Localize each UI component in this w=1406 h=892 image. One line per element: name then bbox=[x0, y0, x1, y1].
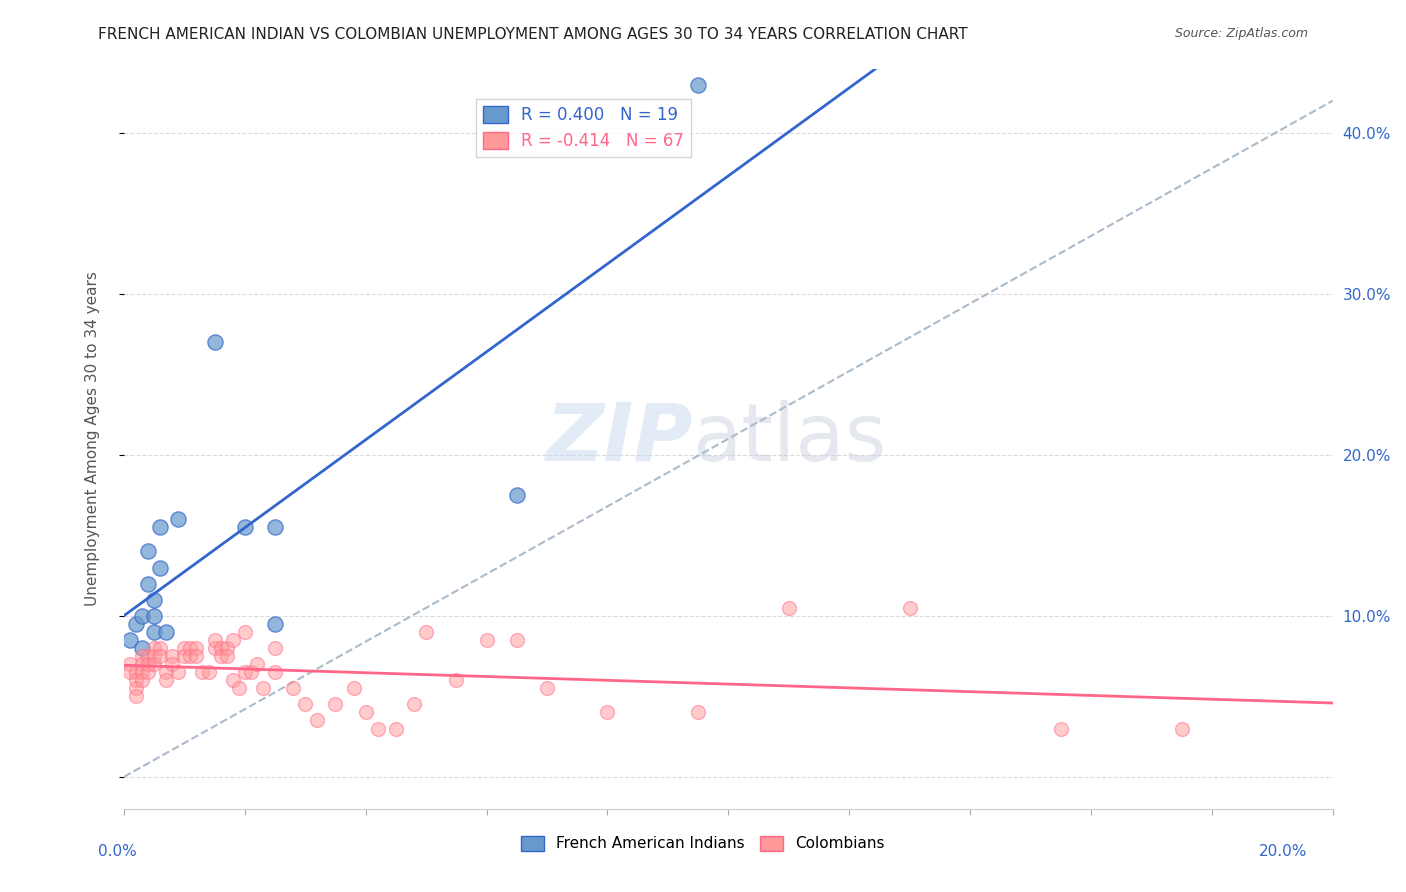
Colombians bbox=[215, 640, 238, 655]
Colombians bbox=[264, 640, 287, 655]
French American Indians bbox=[264, 520, 287, 534]
French American Indians bbox=[143, 608, 166, 623]
Colombians bbox=[125, 690, 148, 704]
Colombians bbox=[415, 624, 437, 639]
Colombians bbox=[143, 640, 166, 655]
Colombians bbox=[162, 657, 184, 672]
Colombians bbox=[252, 681, 274, 696]
Colombians bbox=[125, 673, 148, 688]
Colombians bbox=[325, 698, 347, 712]
Colombians bbox=[162, 649, 184, 664]
Colombians bbox=[367, 722, 389, 736]
Colombians bbox=[402, 698, 425, 712]
Text: Source: ZipAtlas.com: Source: ZipAtlas.com bbox=[1174, 27, 1308, 40]
Colombians bbox=[131, 673, 153, 688]
French American Indians bbox=[136, 576, 159, 591]
Colombians bbox=[179, 649, 201, 664]
Colombians bbox=[778, 600, 800, 615]
Colombians bbox=[186, 640, 208, 655]
Colombians bbox=[173, 649, 195, 664]
Colombians bbox=[596, 706, 619, 720]
Colombians bbox=[1049, 722, 1071, 736]
Text: FRENCH AMERICAN INDIAN VS COLOMBIAN UNEMPLOYMENT AMONG AGES 30 TO 34 YEARS CORRE: FRENCH AMERICAN INDIAN VS COLOMBIAN UNEM… bbox=[98, 27, 969, 42]
Text: 20.0%: 20.0% bbox=[1260, 845, 1308, 859]
Colombians bbox=[446, 673, 468, 688]
French American Indians bbox=[155, 624, 177, 639]
Colombians bbox=[209, 640, 232, 655]
Colombians bbox=[136, 657, 159, 672]
Colombians bbox=[149, 640, 172, 655]
Colombians bbox=[149, 649, 172, 664]
Text: 0.0%: 0.0% bbox=[98, 845, 138, 859]
Colombians bbox=[536, 681, 558, 696]
Colombians bbox=[283, 681, 305, 696]
Colombians bbox=[155, 673, 177, 688]
Colombians bbox=[209, 649, 232, 664]
French American Indians bbox=[143, 592, 166, 607]
French American Indians bbox=[149, 560, 172, 574]
French American Indians bbox=[143, 624, 166, 639]
French American Indians bbox=[118, 632, 141, 647]
Colombians bbox=[143, 649, 166, 664]
Colombians bbox=[246, 657, 269, 672]
Colombians bbox=[204, 640, 226, 655]
Colombians bbox=[233, 665, 256, 680]
Colombians bbox=[179, 640, 201, 655]
Colombians bbox=[688, 706, 710, 720]
Colombians bbox=[239, 665, 262, 680]
French American Indians bbox=[204, 335, 226, 350]
Colombians bbox=[294, 698, 316, 712]
French American Indians bbox=[131, 640, 153, 655]
French American Indians bbox=[506, 488, 529, 502]
Colombians bbox=[118, 657, 141, 672]
Colombians bbox=[228, 681, 250, 696]
Colombians bbox=[506, 632, 529, 647]
Colombians bbox=[191, 665, 214, 680]
Y-axis label: Unemployment Among Ages 30 to 34 years: Unemployment Among Ages 30 to 34 years bbox=[86, 271, 100, 607]
Colombians bbox=[197, 665, 219, 680]
Colombians bbox=[143, 657, 166, 672]
Legend: R = 0.400   N = 19, R = -0.414   N = 67: R = 0.400 N = 19, R = -0.414 N = 67 bbox=[477, 99, 690, 157]
Colombians bbox=[125, 665, 148, 680]
Colombians bbox=[233, 624, 256, 639]
Colombians bbox=[131, 665, 153, 680]
Legend: French American Indians, Colombians: French American Indians, Colombians bbox=[515, 830, 891, 857]
French American Indians bbox=[125, 616, 148, 631]
French American Indians bbox=[136, 544, 159, 558]
Colombians bbox=[354, 706, 377, 720]
Colombians bbox=[131, 657, 153, 672]
Colombians bbox=[215, 649, 238, 664]
Colombians bbox=[222, 673, 245, 688]
Colombians bbox=[898, 600, 921, 615]
Colombians bbox=[167, 665, 190, 680]
Colombians bbox=[155, 665, 177, 680]
French American Indians bbox=[167, 512, 190, 526]
French American Indians bbox=[131, 608, 153, 623]
Colombians bbox=[131, 649, 153, 664]
Colombians bbox=[1170, 722, 1192, 736]
French American Indians bbox=[233, 520, 256, 534]
Colombians bbox=[173, 640, 195, 655]
Colombians bbox=[186, 649, 208, 664]
Text: atlas: atlas bbox=[692, 400, 886, 478]
Colombians bbox=[307, 714, 329, 728]
Colombians bbox=[118, 665, 141, 680]
Colombians bbox=[136, 649, 159, 664]
Colombians bbox=[136, 665, 159, 680]
Colombians bbox=[385, 722, 408, 736]
French American Indians bbox=[688, 78, 710, 92]
Colombians bbox=[342, 681, 364, 696]
Colombians bbox=[204, 632, 226, 647]
French American Indians bbox=[264, 616, 287, 631]
Colombians bbox=[125, 681, 148, 696]
Text: ZIP: ZIP bbox=[544, 400, 692, 478]
Colombians bbox=[475, 632, 498, 647]
French American Indians bbox=[149, 520, 172, 534]
Colombians bbox=[264, 665, 287, 680]
Colombians bbox=[222, 632, 245, 647]
